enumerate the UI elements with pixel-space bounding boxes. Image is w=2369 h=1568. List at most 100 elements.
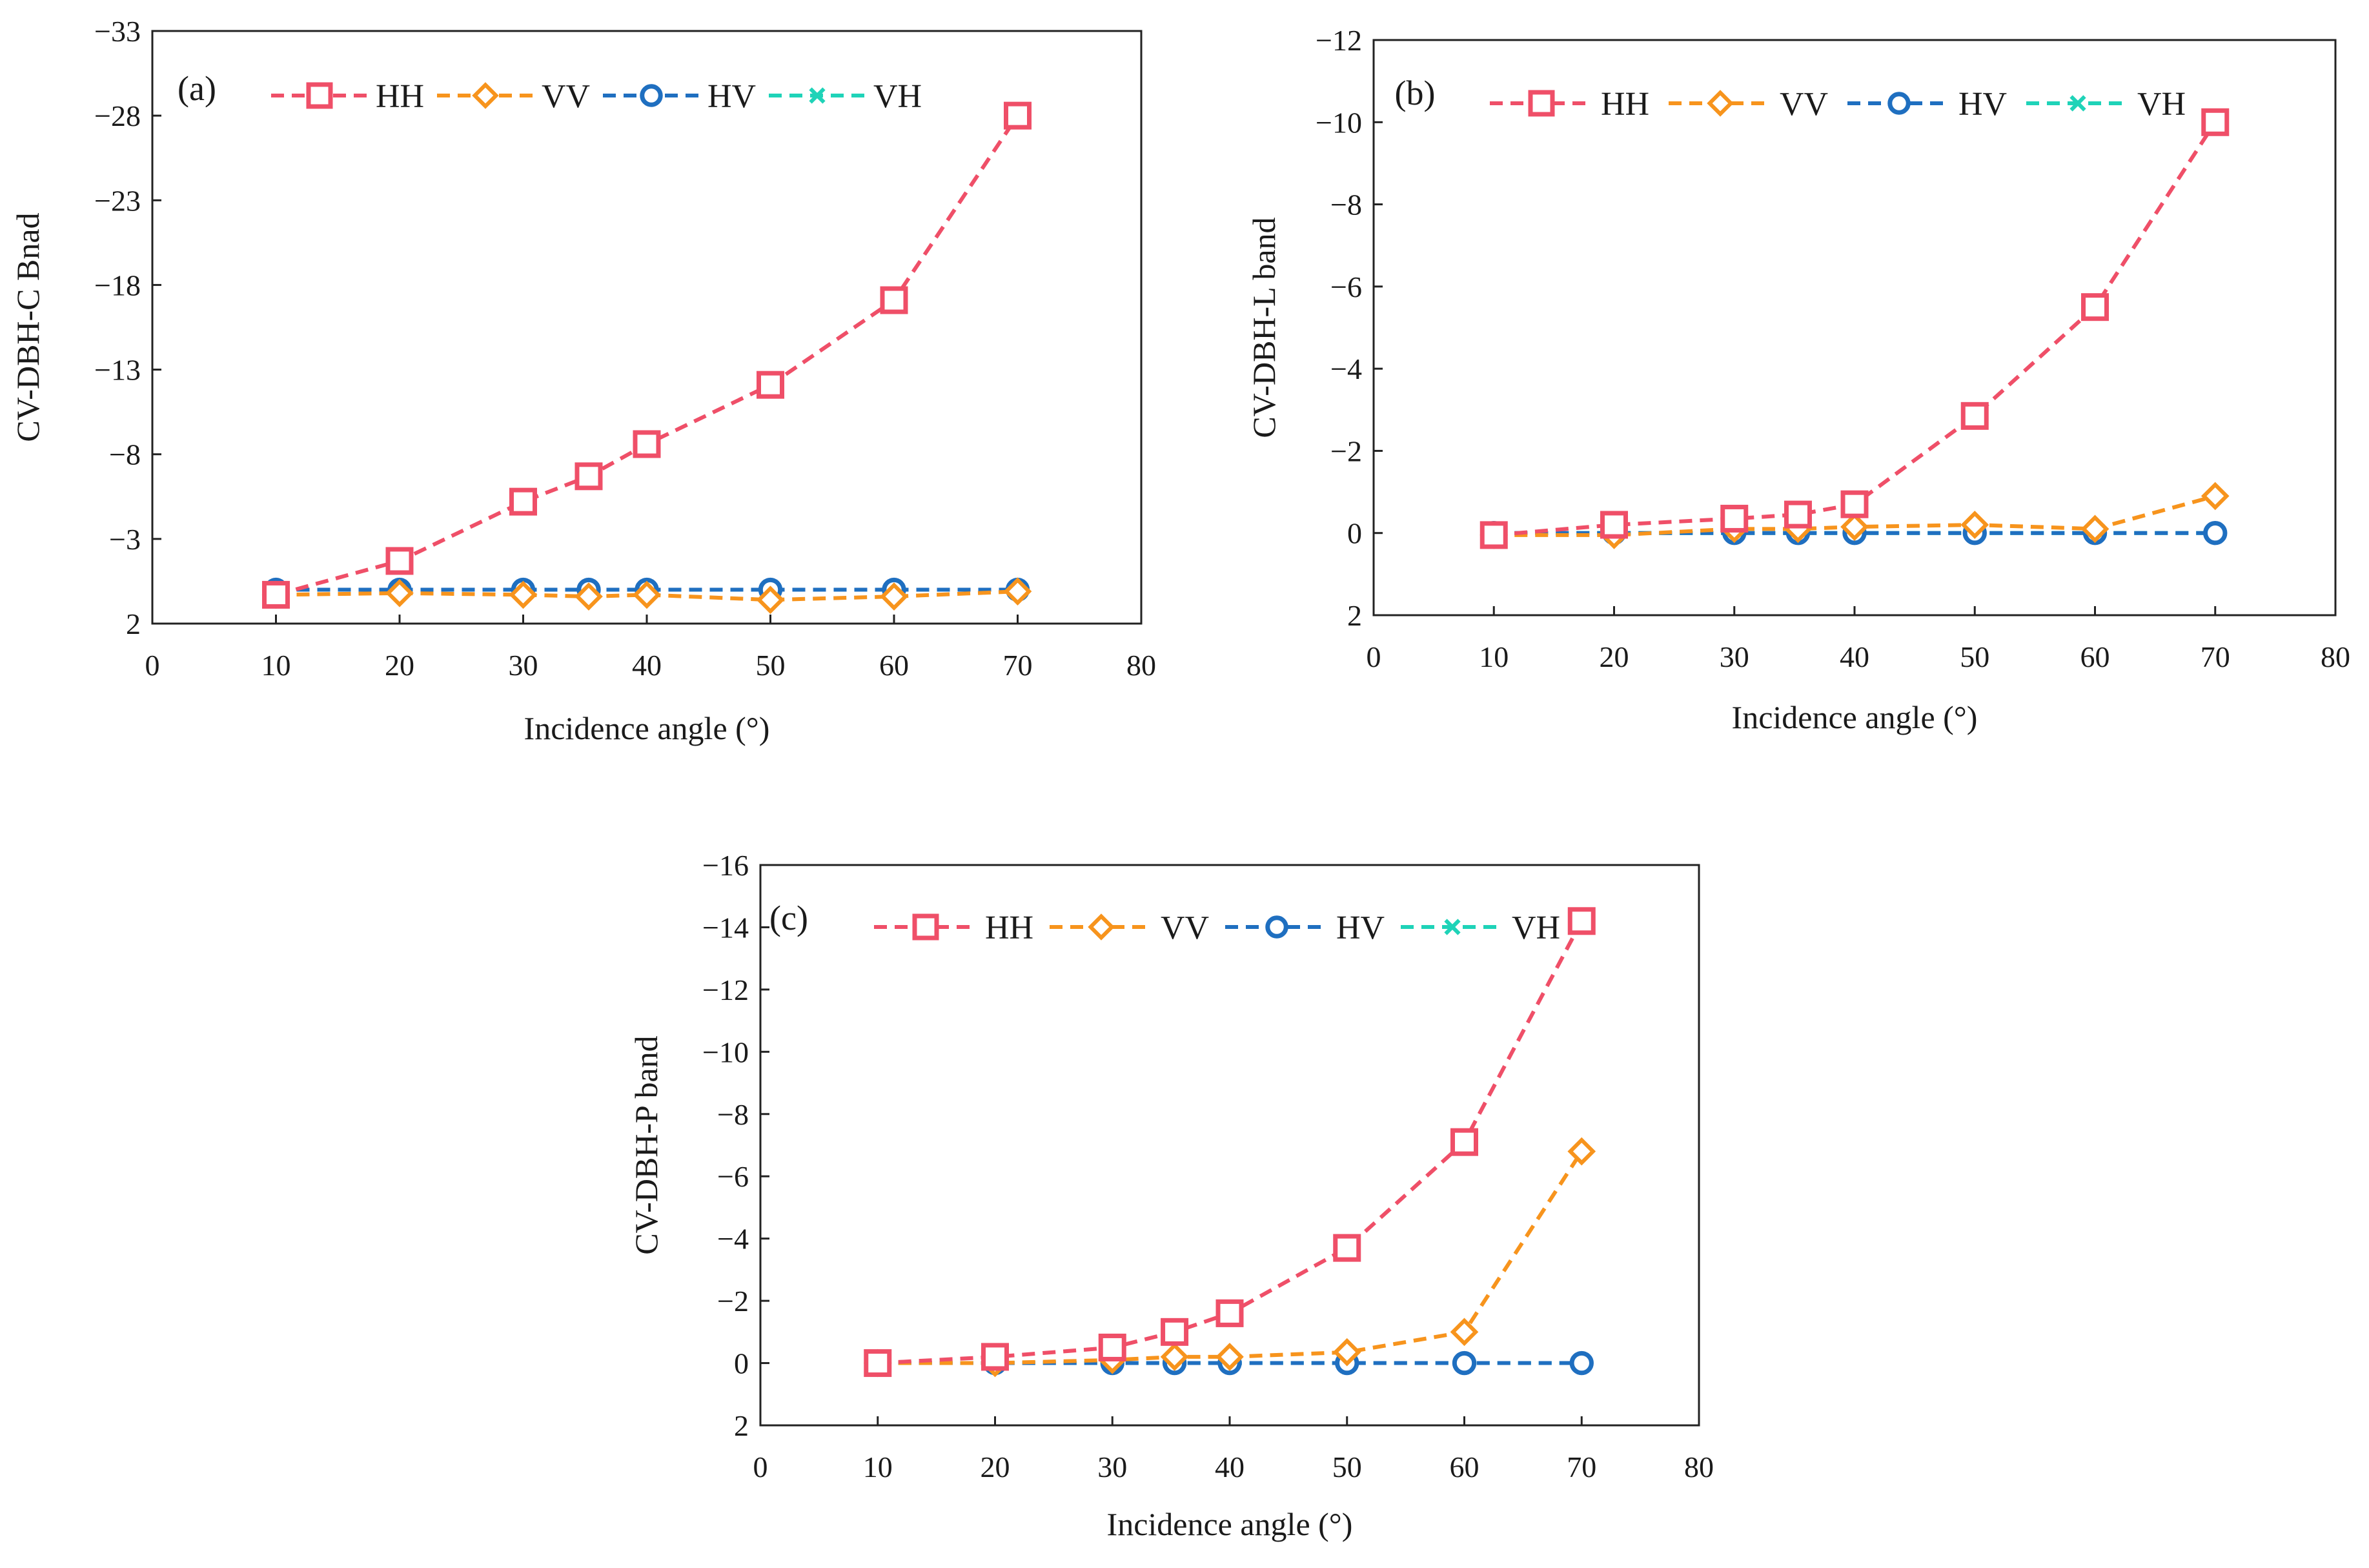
legend-label: VV <box>542 78 590 115</box>
hh-marker <box>864 1349 892 1378</box>
x-axis-label: Incidence angle (°) <box>1107 1506 1353 1542</box>
y-tick-label: −28 <box>94 99 141 132</box>
chart-panel-3: 20−2−4−6−8−10−12−14−160 10 20 30 40 50 60 70 80I… <box>628 849 1714 1542</box>
hh-marker <box>1004 101 1032 130</box>
x-tick-label: 20 <box>1600 640 1629 673</box>
x-tick-label: 20 <box>981 1451 1010 1483</box>
hh-marker <box>262 580 290 609</box>
vv-marker <box>574 582 603 611</box>
y-tick-label: −23 <box>94 184 141 217</box>
x-axis-label: Incidence angle (°) <box>1732 699 1978 735</box>
legend-label: HV <box>1336 910 1385 946</box>
vv-marker <box>472 82 499 109</box>
hh-marker <box>2201 108 2230 136</box>
hh-marker <box>633 430 661 458</box>
panel-label: (b) <box>1395 74 1436 112</box>
y-tick-label: −8 <box>109 438 141 471</box>
legend-entry-vh: VH <box>769 78 922 115</box>
x-tick-label: 30 <box>1097 1451 1127 1483</box>
legend-entry-vh: VH <box>1401 910 1560 946</box>
series-line-vv <box>1494 494 2216 537</box>
y-tick-label: −8 <box>717 1098 749 1131</box>
vv-marker <box>880 582 908 611</box>
hv-marker <box>2203 521 2228 545</box>
legend-entry-hh: HH <box>1490 86 1649 123</box>
x-tick-label: 10 <box>261 649 291 682</box>
hh-marker <box>1161 1318 1189 1346</box>
series-hh <box>262 101 1032 609</box>
hh-marker <box>912 913 939 941</box>
series-line-hh <box>877 920 1583 1365</box>
series-hh <box>864 907 1596 1378</box>
hh-marker <box>1567 907 1596 935</box>
legend-label: HV <box>707 78 756 115</box>
y-axis-label: CV-DBH-C Bnad <box>10 212 46 442</box>
y-tick-label: −18 <box>94 269 141 301</box>
legend-entry-vv: VV <box>437 78 590 115</box>
legend-label: VV <box>1780 86 1828 123</box>
vv-marker <box>1088 913 1115 941</box>
series-line-hh <box>275 114 1019 597</box>
y-axis-label: CV-DBH-L band <box>1246 217 1282 438</box>
series-line-vv <box>877 1150 1583 1365</box>
legend-label: HH <box>1601 86 1649 123</box>
y-tick-label: −2 <box>717 1285 749 1318</box>
series-vv <box>261 577 1032 615</box>
vv-marker <box>2080 514 2110 544</box>
hh-marker <box>880 286 908 314</box>
legend-entry-hv: HV <box>1847 86 2007 123</box>
hv-marker <box>1569 1350 1594 1376</box>
x-tick-label: 10 <box>863 1451 893 1483</box>
y-tick-label: 2 <box>1347 599 1362 632</box>
legend-entry-hh: HH <box>271 78 424 115</box>
legend-entry-vv: VV <box>1669 86 1828 123</box>
x-tick-label: 60 <box>879 649 909 682</box>
x-tick-label: 30 <box>509 649 538 682</box>
x-tick-label: 40 <box>1840 640 1869 673</box>
vv-marker <box>1160 1343 1189 1371</box>
x-tick-label: 80 <box>1684 1451 1714 1483</box>
x-tick-label: 10 <box>1479 640 1509 673</box>
vv-marker <box>633 580 661 609</box>
x-tick-label: 0 <box>145 649 160 682</box>
legend-entry-hh: HH <box>874 910 1033 946</box>
vv-marker <box>1567 1137 1596 1166</box>
legend-label: HH <box>376 78 424 115</box>
y-tick-label: −6 <box>717 1160 749 1193</box>
x-axis-label: Incidence angle (°) <box>524 710 770 746</box>
x-tick-label: 0 <box>1367 640 1381 673</box>
vh-marker <box>1444 919 1461 935</box>
hh-marker <box>757 371 784 399</box>
series-hh <box>1479 108 2230 549</box>
y-tick-label: −12 <box>1316 24 1362 57</box>
hh-marker <box>1784 500 1812 529</box>
legend-label: VH <box>873 78 922 115</box>
y-axis-label: CV-DBH-P band <box>628 1035 664 1254</box>
x-tick-label: 70 <box>1003 649 1033 682</box>
y-tick-label: 2 <box>126 607 141 640</box>
y-tick-label: −3 <box>109 523 141 556</box>
vh-marker <box>809 87 826 104</box>
y-tick-label: 0 <box>734 1347 749 1380</box>
hh-marker <box>1215 1299 1244 1327</box>
vv-marker <box>756 585 785 615</box>
y-tick-label: −6 <box>1330 270 1362 303</box>
legend-entry-vv: VV <box>1050 910 1209 946</box>
hh-marker <box>1098 1333 1126 1361</box>
vv-marker <box>1332 1338 1361 1367</box>
y-tick-label: −12 <box>702 973 749 1006</box>
y-tick-label: −8 <box>1330 188 1362 221</box>
x-tick-label: 40 <box>632 649 662 682</box>
hh-marker <box>981 1343 1009 1371</box>
x-tick-label: 30 <box>1720 640 1749 673</box>
hh-marker <box>1840 490 1869 518</box>
legend-entry-hv: HV <box>1225 910 1385 946</box>
hh-marker <box>574 462 603 491</box>
hh-marker <box>1720 504 1749 533</box>
vv-marker <box>1215 1343 1244 1371</box>
vv-marker <box>2201 482 2230 511</box>
hh-marker <box>1450 1128 1478 1156</box>
legend-entry-hv: HV <box>603 78 756 115</box>
hh-marker <box>509 487 537 516</box>
hh-marker <box>1528 90 1555 117</box>
